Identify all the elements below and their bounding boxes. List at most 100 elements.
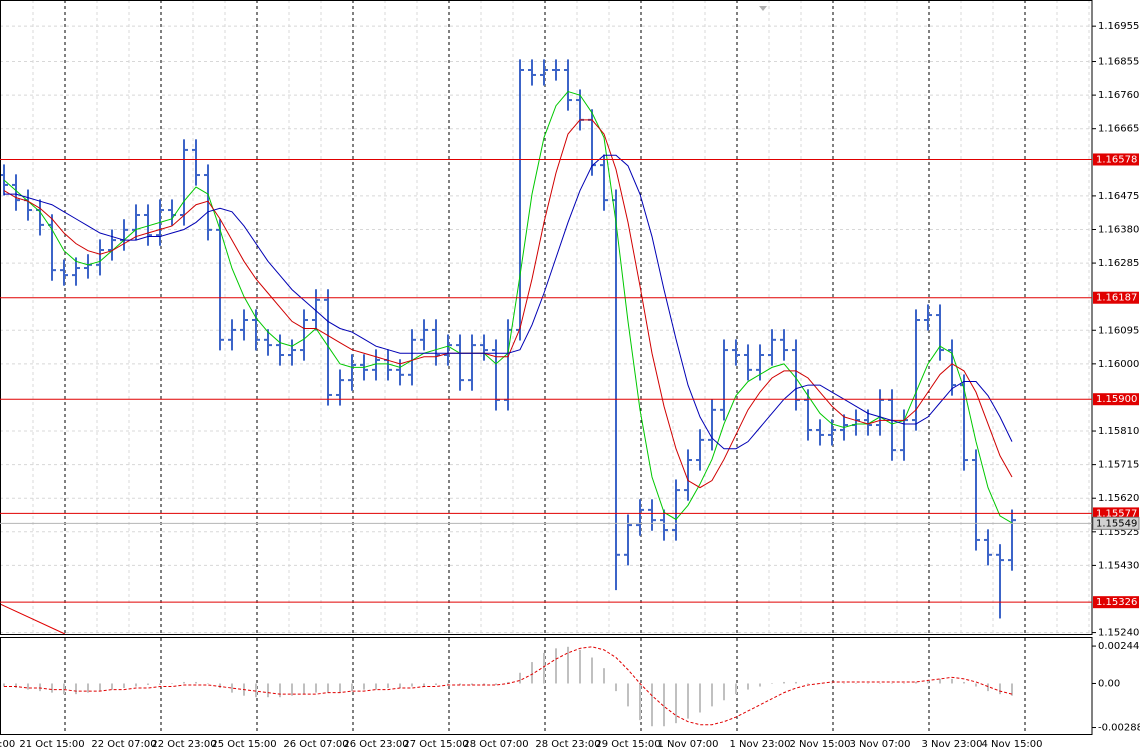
histogram-bar (615, 683, 617, 692)
histogram-bar (519, 672, 521, 684)
price-frame (0, 0, 1093, 635)
histogram-bar (3, 683, 5, 687)
histogram-bar (1011, 683, 1013, 696)
histogram-bar (939, 678, 941, 684)
level-label: 1.15900 (1096, 394, 1137, 405)
histogram-bar (987, 683, 989, 692)
level-label: 1.15577 (1096, 508, 1137, 519)
shift-marker (759, 6, 767, 11)
y-tick-label: 1.15430 (1098, 560, 1139, 571)
histogram-bar (507, 681, 509, 684)
x-tick-label: 4 Nov 15:00 (981, 739, 1042, 750)
histogram-bar (267, 683, 269, 698)
histogram-bar (879, 683, 881, 684)
histogram-bar (999, 683, 1001, 695)
histogram-bar (699, 683, 701, 713)
histogram-bar (255, 683, 257, 698)
histogram-bar (195, 681, 197, 684)
x-tick-label: 2 Nov 15:00 (789, 739, 850, 750)
histogram-bar (831, 683, 833, 684)
histogram-bar (459, 683, 461, 685)
histogram-bar (711, 683, 713, 707)
histogram-bar (627, 683, 629, 707)
level-label-box (1093, 291, 1139, 304)
y-tick-label: 1.16955 (1098, 21, 1139, 32)
y-tick-label: 1.15715 (1098, 460, 1139, 471)
level-label-box (1093, 153, 1139, 166)
level-label-box (1093, 596, 1139, 609)
histogram-bar (531, 662, 533, 684)
x-tick-label: 25 Oct 15:00 (211, 739, 276, 750)
x-tick-label: 28 Oct 07:00 (463, 739, 528, 750)
histogram-bar (15, 683, 17, 689)
x-tick-label: 3 Nov 23:00 (921, 739, 982, 750)
histogram-bar (927, 680, 929, 684)
histogram-bar (219, 683, 221, 689)
y-tick-label: 0.002448 (1098, 641, 1140, 652)
histogram-bar (147, 683, 149, 685)
y-tick-label: 1.15240 (1098, 628, 1139, 639)
moving-average (3, 119, 1013, 489)
plot (0, 59, 1016, 727)
histogram-bar (327, 683, 329, 693)
histogram-bar (855, 683, 857, 684)
histogram-bar (159, 683, 161, 685)
histogram-bar (891, 683, 893, 684)
y-tick-label: 0.00 (1098, 678, 1120, 689)
level-label-box (1093, 393, 1139, 406)
x-tick-label: 27 Oct 15:00 (403, 739, 468, 750)
histogram-bar (39, 683, 41, 692)
histogram-bar (771, 683, 773, 684)
histogram-bar (843, 683, 845, 684)
histogram-bar (483, 683, 485, 685)
histogram-bar (795, 681, 797, 684)
histogram-bar (123, 683, 125, 689)
histogram-bar (591, 657, 593, 684)
histogram-bar (759, 683, 761, 687)
y-tick-label: 1.15620 (1098, 493, 1139, 504)
y-tick-label: 1.16665 (1098, 124, 1139, 135)
histogram-bar (807, 683, 809, 684)
histogram-bar (27, 683, 29, 690)
x-tick-label: 28 Oct 23:00 (535, 739, 600, 750)
histogram-bar (543, 652, 545, 684)
current-price-label: 1.15549 (1096, 518, 1137, 529)
indicator-frame (0, 637, 1093, 735)
histogram-bar (723, 683, 725, 701)
histogram-bar (315, 683, 317, 693)
histogram-bar (555, 648, 557, 684)
histogram-bar (915, 681, 917, 684)
histogram-bar (963, 681, 965, 684)
trend-line (0, 603, 66, 635)
histogram-bar (639, 683, 641, 721)
histogram-bar (783, 681, 785, 684)
signal-line (4, 646, 1013, 726)
x-tick-label: 21 Oct 15:00 (19, 739, 84, 750)
histogram-bar (735, 683, 737, 695)
histogram-bar (687, 683, 689, 719)
histogram-bar (471, 683, 473, 685)
histogram-bar (231, 683, 233, 693)
histogram-bar (603, 668, 605, 684)
level-label: 1.15326 (1096, 597, 1137, 608)
histogram-bar (447, 683, 449, 685)
y-tick-label: 1.16760 (1098, 90, 1139, 101)
histogram-bar (675, 683, 677, 724)
histogram-bar (435, 683, 437, 685)
histogram-bar (363, 683, 365, 690)
histogram-bar (903, 683, 905, 684)
histogram-bar (867, 683, 869, 684)
y-tick-label: 1.16475 (1098, 191, 1139, 202)
histogram-bar (663, 683, 665, 727)
histogram-bar (495, 683, 497, 685)
current-price-box (1092, 516, 1140, 530)
histogram-bar (183, 681, 185, 684)
x-tick-label: 22 Oct 07:00 (91, 739, 156, 750)
histogram-bar (171, 683, 173, 684)
histogram-bar (303, 683, 305, 695)
histogram-bar (423, 683, 425, 687)
histogram-bar (111, 683, 113, 690)
histogram-bar (651, 683, 653, 727)
